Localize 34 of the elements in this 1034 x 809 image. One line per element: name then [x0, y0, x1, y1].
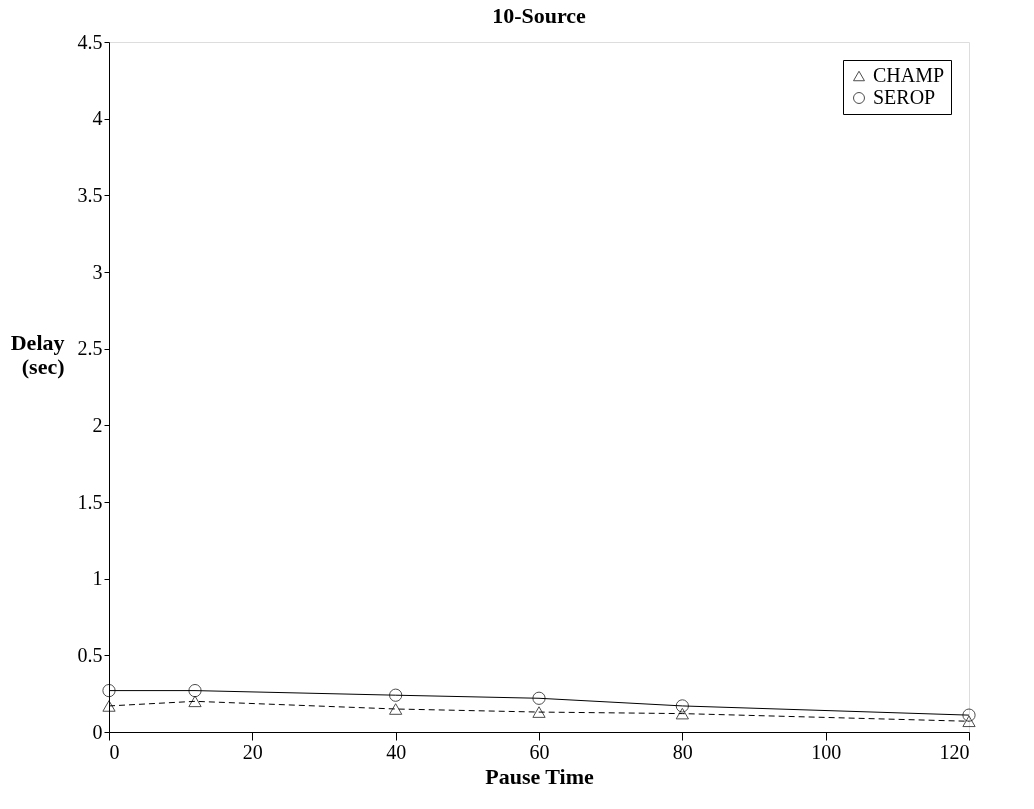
- y-tick-label: 3.5: [77, 183, 103, 206]
- point: [962, 715, 976, 728]
- y-tick-label: 2: [92, 413, 103, 436]
- y-tick-label: 0.5: [77, 643, 103, 666]
- point: [389, 688, 403, 702]
- y-tick-label: 0: [92, 720, 103, 743]
- y-axis-title: Delay (sec): [10, 329, 65, 379]
- x-tick-label: 80: [672, 740, 693, 763]
- x-tick-label: 100: [811, 740, 842, 763]
- point: [532, 691, 546, 705]
- y-tick-label: 2.5: [77, 337, 103, 360]
- point: [962, 708, 976, 722]
- y-tick-label: 4.5: [77, 30, 103, 53]
- point: [188, 695, 202, 708]
- point: [188, 683, 202, 698]
- y-tick-label: 1.5: [77, 490, 103, 513]
- y-tick-label: 1: [92, 567, 103, 590]
- x-tick-label: 60: [529, 740, 550, 763]
- point: [389, 703, 403, 715]
- point: [102, 683, 116, 698]
- y-tick-label: 4: [92, 107, 103, 130]
- y-tick-label: 3: [92, 260, 103, 283]
- x-tick-label: 120: [939, 740, 970, 763]
- legend-label: SEROP: [873, 86, 936, 108]
- x-tick-label: 0: [109, 740, 120, 763]
- chart-title: 10-Source: [492, 3, 587, 28]
- x-tick-label: 40: [386, 740, 407, 763]
- point: [675, 699, 689, 713]
- point: [532, 706, 546, 718]
- point: [102, 700, 116, 712]
- x-axis-title: Pause Time: [485, 763, 595, 789]
- legend-label: CHAMP: [873, 64, 945, 86]
- x-tick-label: 20: [242, 740, 263, 763]
- point: [675, 707, 689, 720]
